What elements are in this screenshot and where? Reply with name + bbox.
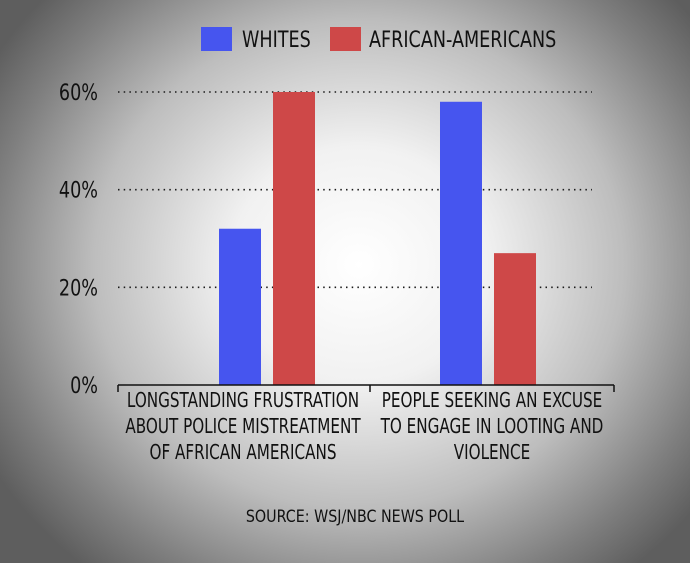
bar-african-americans bbox=[494, 253, 536, 385]
bars bbox=[219, 92, 536, 386]
y-tick-label: 20% bbox=[59, 275, 98, 300]
legend-swatch bbox=[330, 27, 361, 51]
legend-label: AFRICAN-AMERICANS bbox=[369, 27, 556, 52]
category-label-line: LONGSTANDING FRUSTRATION bbox=[127, 390, 359, 413]
bar-whites bbox=[219, 228, 261, 385]
y-tick-label: 40% bbox=[59, 178, 98, 203]
category-label-line: ABOUT POLICE MISTREATMENT bbox=[125, 416, 360, 439]
category-label-line: OF AFRICAN AMERICANS bbox=[149, 442, 336, 465]
x-axis bbox=[117, 384, 615, 392]
y-tick-label: 60% bbox=[59, 80, 98, 105]
x-axis-labels: LONGSTANDING FRUSTRATION ABOUT POLICE MIS… bbox=[125, 390, 603, 465]
category-label-line: VIOLENCE bbox=[454, 442, 530, 465]
bar-whites bbox=[440, 101, 482, 386]
bar-african-americans bbox=[273, 92, 315, 385]
y-axis-ticks: 0% 20% 40% 60% bbox=[59, 80, 98, 398]
legend-swatch bbox=[201, 27, 232, 51]
category-label-line: TO ENGAGE IN LOOTING AND bbox=[380, 416, 604, 439]
legend: WHITES AFRICAN-AMERICANS bbox=[201, 27, 556, 53]
legend-label: WHITES bbox=[242, 27, 311, 52]
category-label-line: PEOPLE SEEKING AN EXCUSE bbox=[382, 390, 602, 413]
y-tick-label: 0% bbox=[70, 373, 98, 398]
source-note: SOURCE: WSJ/NBC NEWS POLL bbox=[246, 506, 465, 527]
